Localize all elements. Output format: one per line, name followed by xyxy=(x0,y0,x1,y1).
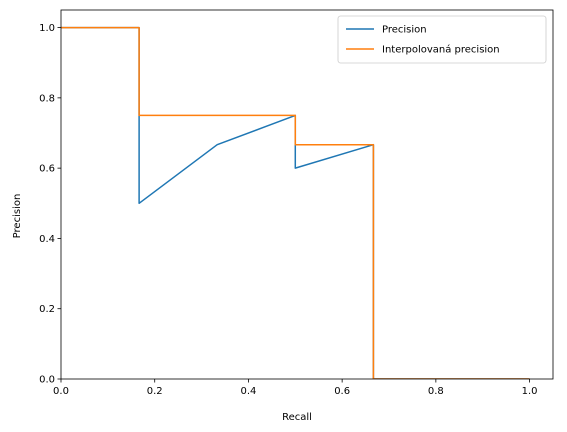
x-tick-label: 0.4 xyxy=(240,386,256,397)
y-axis-label: Precision xyxy=(12,194,23,239)
x-axis: 0.0 0.2 0.4 0.6 0.8 1.0 xyxy=(53,379,538,397)
x-tick-label: 0.2 xyxy=(147,386,163,397)
y-tick-label: 0.0 xyxy=(39,375,55,386)
y-tick-label: 0.6 xyxy=(39,164,55,175)
y-tick-label: 0.4 xyxy=(39,234,55,245)
y-axis: 0.0 0.2 0.4 0.6 0.8 1.0 xyxy=(39,23,61,386)
legend-box xyxy=(337,15,547,64)
y-tick-label: 0.8 xyxy=(39,93,55,104)
x-tick-label: 0.0 xyxy=(53,386,69,397)
legend-label: Interpolovaná precision xyxy=(382,44,500,56)
x-axis-label: Recall xyxy=(282,412,312,423)
series-line-interpolated-precision xyxy=(61,26,530,379)
legend-label: Precision xyxy=(382,25,427,36)
y-tick-label: 0.2 xyxy=(39,304,55,315)
plot-area xyxy=(60,9,554,380)
series-line-precision xyxy=(61,26,530,379)
plot-frame xyxy=(60,9,554,380)
x-tick-label: 0.8 xyxy=(428,386,444,397)
x-tick-label: 0.6 xyxy=(334,386,350,397)
y-tick-label: 1.0 xyxy=(39,23,55,34)
x-tick-label: 1.0 xyxy=(522,386,538,397)
legend: Precision Interpolovaná precision xyxy=(337,15,547,64)
